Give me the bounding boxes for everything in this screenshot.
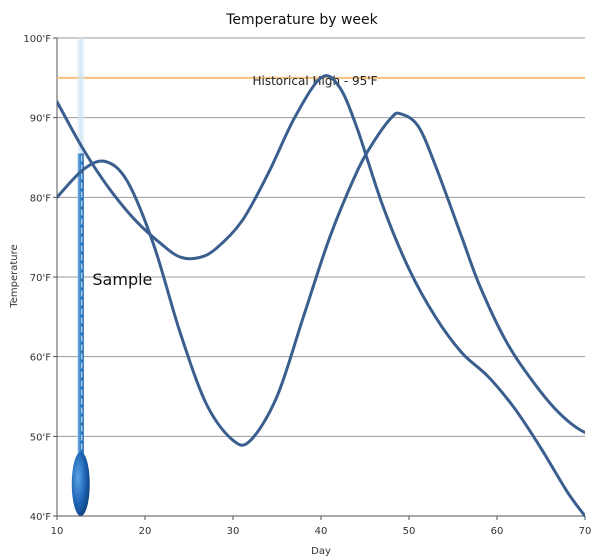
y-tick-label: 100'F (23, 34, 51, 45)
grid-lines (57, 37, 585, 437)
chart-title: Temperature by week (225, 12, 378, 28)
x-tick-label: 20 (139, 526, 152, 537)
x-tick-label: 60 (491, 526, 504, 537)
thermometer-tube (77, 153, 84, 476)
thermometer-graphic (71, 38, 90, 516)
x-tick-label: 30 (227, 526, 240, 537)
x-tick-label: 10 (51, 526, 64, 537)
y-tick-label: 60'F (30, 353, 51, 364)
sample-annotation: Sample (92, 270, 152, 289)
reference-line-group: Historical High - 95'F (57, 74, 585, 88)
x-tick-label: 70 (579, 526, 592, 537)
y-tick-label: 50'F (30, 432, 51, 443)
x-tick-label: 50 (403, 526, 416, 537)
series-line-1 (57, 74, 585, 518)
x-axis-label: Day (311, 546, 331, 557)
y-tick-label: 90'F (30, 114, 51, 125)
y-tick-label: 70'F (30, 273, 51, 284)
series-line-2 (57, 111, 585, 447)
series-group (57, 74, 585, 518)
y-axis-ticks: 40'F 50'F 60'F 70'F 80'F 90'F 100'F (23, 34, 57, 523)
y-tick-label: 40'F (30, 512, 51, 523)
thermometer-bulb (71, 452, 90, 516)
y-axis-label: Temperature (9, 244, 20, 308)
x-axis-ticks: 10 20 30 40 50 60 70 (51, 516, 592, 537)
historical-high-label: Historical High - 95'F (252, 74, 377, 88)
y-tick-label: 80'F (30, 193, 51, 204)
x-tick-label: 40 (315, 526, 328, 537)
